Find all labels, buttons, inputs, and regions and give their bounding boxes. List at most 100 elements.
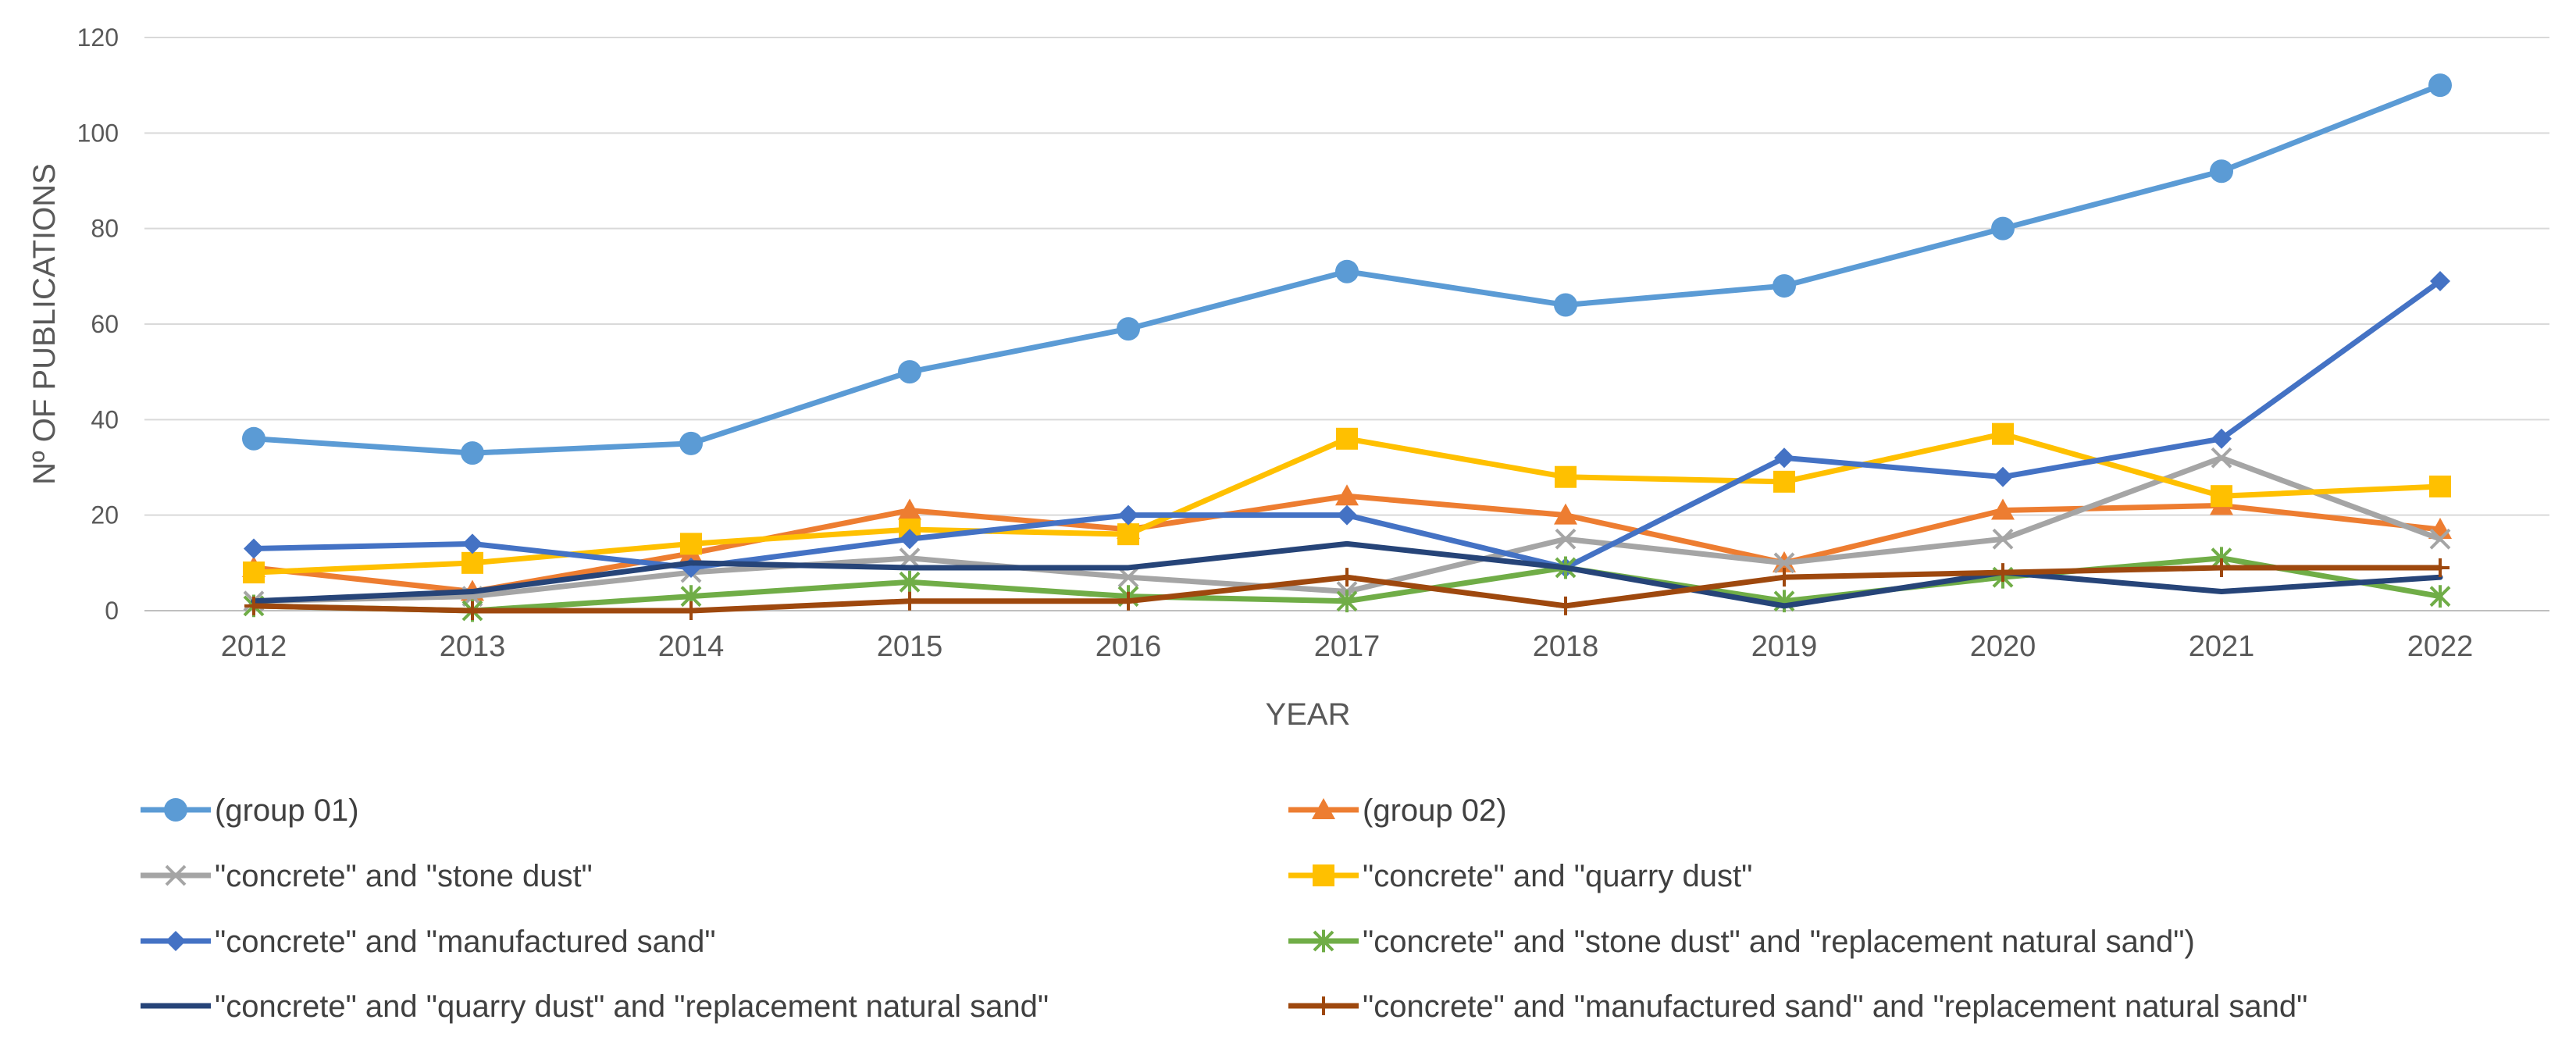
data-point [2211, 428, 2232, 449]
legend-label: (group 01) [215, 793, 359, 828]
y-axis-ticks: 0 20 40 60 80 100 120 [77, 23, 119, 625]
data-point [1992, 422, 2014, 445]
legend: (group 01) (group 02) "concrete" and "ston… [141, 793, 2307, 1024]
legend-label: "concrete" and "manufactured sand" and "… [1363, 989, 2307, 1024]
data-point [1117, 317, 1140, 341]
data-point [1118, 504, 1138, 526]
legend-marker [1312, 798, 1335, 819]
y-tick-label: 20 [91, 501, 119, 529]
data-point [900, 529, 920, 550]
legend-item: "concrete" and "stone dust" [141, 859, 593, 893]
y-axis-title: Nº OF PUBLICATIONS [27, 163, 62, 485]
series-1 [242, 73, 2452, 465]
data-point [2428, 73, 2452, 98]
legend-marker [166, 931, 186, 951]
legend-marker [1313, 864, 1334, 886]
legend-item: (group 01) [141, 793, 359, 828]
legend-label: "concrete" and "manufactured sand" [215, 925, 716, 959]
data-point [1991, 498, 2015, 520]
legend-item: "concrete" and "quarry dust" [1288, 859, 1752, 893]
x-tick-label: 2016 [1096, 630, 1162, 663]
y-tick-label: 60 [91, 310, 119, 338]
data-point [1773, 470, 1795, 493]
data-point [1119, 591, 1138, 611]
data-point [1555, 528, 1577, 550]
data-point [243, 561, 265, 584]
data-point [1336, 427, 1358, 450]
y-tick-label: 80 [91, 215, 119, 243]
data-point [463, 601, 482, 620]
x-tick-label: 2018 [1533, 630, 1599, 663]
data-point [242, 426, 265, 451]
series-8 [244, 558, 2450, 620]
data-point [461, 441, 484, 465]
x-tick-label: 2022 [2407, 630, 2474, 663]
legend-item: "concrete" and "manufactured sand" [141, 925, 716, 959]
data-point [1335, 259, 1359, 283]
x-tick-label: 2012 [221, 630, 287, 663]
x-tick-label: 2021 [2189, 630, 2255, 663]
data-point [1773, 274, 1796, 298]
data-point [1117, 523, 1139, 546]
data-point [682, 601, 700, 620]
x-tick-label: 2013 [440, 630, 506, 663]
x-tick-label: 2020 [1970, 630, 2036, 663]
data-point [1992, 528, 2014, 550]
data-point [1338, 568, 1356, 587]
legend-label: "concrete" and "quarry dust" and "replac… [215, 989, 1049, 1024]
data-point [2211, 447, 2232, 469]
legend-marker [164, 798, 187, 822]
x-tick-label: 2019 [1751, 630, 1818, 663]
series-7 [251, 540, 2443, 609]
legend-marker [1313, 929, 1334, 953]
data-point [1556, 596, 1575, 615]
legend-label: (group 02) [1363, 793, 1507, 828]
data-point [899, 570, 921, 594]
series-group [242, 73, 2452, 622]
data-point [1555, 465, 1577, 488]
data-point [680, 533, 702, 555]
data-point [1337, 504, 1357, 526]
data-point [898, 360, 921, 384]
legend-label: "concrete" and "stone dust" and "replace… [1363, 925, 2195, 959]
data-point [1993, 466, 2013, 487]
y-tick-label: 40 [91, 405, 119, 433]
legend-marker [165, 864, 187, 886]
data-point [1774, 447, 1794, 469]
data-point [461, 551, 483, 574]
legend-label: "concrete" and "stone dust" [215, 859, 593, 893]
data-point [1336, 590, 1358, 613]
data-point [2429, 475, 2451, 497]
legend-item: "concrete" and "manufactured sand" and "… [1288, 989, 2307, 1024]
data-point [2431, 558, 2450, 577]
data-point [2210, 159, 2233, 184]
data-point [462, 533, 483, 554]
data-point [1554, 293, 1577, 317]
x-axis-title: YEAR [1266, 697, 1351, 732]
legend-item: "concrete" and "stone dust" and "replace… [1288, 925, 2195, 959]
series-4 [243, 422, 2451, 584]
legend-item: "concrete" and "quarry dust" and "replac… [141, 989, 1049, 1024]
data-point [1335, 484, 1359, 506]
data-point [899, 547, 921, 569]
y-tick-label: 120 [77, 23, 119, 52]
data-point [1775, 568, 1794, 587]
data-point [1554, 503, 1577, 525]
data-point [1117, 566, 1139, 588]
data-point [900, 591, 919, 611]
x-tick-label: 2017 [1314, 630, 1381, 663]
data-point [1993, 563, 2012, 583]
x-tick-label: 2015 [877, 630, 943, 663]
data-point [898, 498, 921, 520]
data-point [679, 431, 703, 455]
series-line [251, 540, 2443, 609]
data-point [2429, 528, 2451, 550]
data-point [2212, 558, 2231, 577]
y-tick-label: 0 [105, 597, 119, 625]
data-point [244, 538, 264, 559]
data-point [1773, 552, 1795, 574]
y-tick-label: 100 [77, 119, 119, 147]
legend-marker [1314, 996, 1333, 1015]
